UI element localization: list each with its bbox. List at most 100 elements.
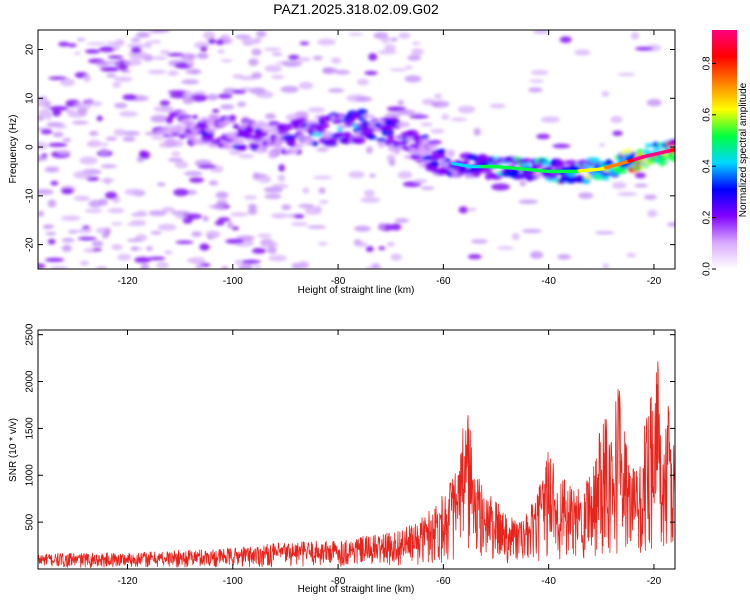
spectrogram-y-tick-label: -10 <box>25 188 36 203</box>
spectral-cell <box>84 208 103 213</box>
ridge-cell <box>389 117 398 124</box>
spectral-cell <box>626 252 637 258</box>
spectral-cell <box>356 78 370 86</box>
spectral-cell <box>578 192 594 199</box>
ridge-cell <box>316 127 326 134</box>
ridge-core-layer <box>450 147 675 174</box>
snr-x-axis-label: Height of straight line (km) <box>298 584 415 595</box>
spectral-cell <box>136 210 147 217</box>
spectral-cell <box>61 187 74 195</box>
ridge-cell <box>254 120 268 129</box>
spectral-cell <box>644 194 657 200</box>
spectral-cell <box>185 69 203 75</box>
spectral-cell <box>87 139 102 148</box>
spectral-cell <box>228 149 242 155</box>
spectral-cell <box>251 247 267 254</box>
spectral-cell <box>467 254 482 260</box>
spectral-cell <box>532 30 549 34</box>
ridge-cell <box>381 123 394 131</box>
spectral-cell <box>217 217 231 222</box>
spectral-cell <box>126 222 147 227</box>
ridge-cell <box>377 140 385 148</box>
ridge-cell <box>352 112 360 120</box>
spectral-cell <box>181 79 200 85</box>
colorbar-tick-label: 0.6 <box>702 107 713 121</box>
spectral-cell <box>612 130 623 136</box>
spectral-cell <box>470 239 488 244</box>
spectral-cell <box>91 101 103 107</box>
spectral-cell <box>647 209 658 218</box>
ridge-cell <box>311 140 319 147</box>
spectral-cell <box>630 32 640 40</box>
spectral-cell <box>489 103 506 109</box>
spectral-cell <box>62 137 72 143</box>
spectral-cell <box>38 115 45 121</box>
spectral-cell <box>360 197 381 203</box>
spectral-cell <box>307 225 327 229</box>
spectral-cell <box>38 108 51 117</box>
spectral-cell <box>77 236 97 241</box>
spectral-cell <box>73 51 81 55</box>
spectral-cell <box>458 206 468 214</box>
spectral-cell <box>491 183 510 191</box>
spectrogram-frame <box>37 29 676 270</box>
spectral-cell <box>277 174 286 182</box>
ridge-cell <box>428 140 442 145</box>
spectral-cell <box>206 93 219 101</box>
ridge-cell <box>181 119 196 127</box>
ridge-cell <box>601 175 610 181</box>
spectral-cell <box>121 69 131 73</box>
ridge-cell <box>652 141 660 148</box>
spectral-cell <box>234 34 251 40</box>
spectral-cell <box>49 266 69 269</box>
spectral-cell <box>135 33 151 38</box>
spectral-cell <box>363 189 375 197</box>
snr-x-tick-label: -120 <box>117 576 137 587</box>
colorbar-tick-label: 0.0 <box>702 262 713 276</box>
spectral-cell <box>150 115 169 123</box>
ridge-cell <box>605 159 613 166</box>
spectral-cell <box>316 147 329 152</box>
spectral-cell <box>85 98 94 105</box>
spectral-cell <box>171 151 181 157</box>
spectral-cell <box>152 56 168 61</box>
spectral-cell <box>73 170 93 179</box>
spectral-cell <box>100 164 117 169</box>
spectral-cell <box>99 148 109 156</box>
spectral-cell <box>174 215 188 219</box>
spectral-cell <box>58 41 70 47</box>
spectral-cell <box>263 186 283 193</box>
spectral-cell <box>397 109 416 116</box>
spectral-cell <box>50 180 59 186</box>
spectral-cell <box>98 46 116 53</box>
spectral-cell <box>110 222 123 226</box>
spectral-cell <box>134 256 151 264</box>
spectral-cell <box>634 172 646 179</box>
spectral-cell <box>420 122 433 127</box>
spectral-cell <box>411 48 424 56</box>
ridge-cell <box>658 158 667 167</box>
ridge-cell <box>545 173 559 179</box>
spectral-cell <box>280 85 299 93</box>
ridge-peak <box>672 147 675 152</box>
spectral-cell <box>126 238 143 242</box>
ridge-cell <box>393 140 407 147</box>
spectral-cell <box>45 231 57 236</box>
spectral-cell <box>147 30 165 33</box>
spectral-cell <box>161 206 176 213</box>
spectral-cell <box>150 40 162 44</box>
spectral-cell <box>118 111 138 117</box>
spectral-cell <box>220 58 233 63</box>
spectral-cell <box>67 230 79 234</box>
ridge-cell <box>636 149 644 155</box>
spectral-cell <box>278 164 285 172</box>
spectral-cell <box>557 254 571 260</box>
spectral-cell <box>229 212 249 217</box>
spectral-cell <box>60 215 81 221</box>
snr-panel: -120 -100 -80 -60 -40 -20 500 1000 1500 2000 2500… <box>8 323 676 595</box>
spectral-cell <box>307 107 326 113</box>
spectral-cell <box>106 41 125 46</box>
spectral-cell <box>365 245 374 252</box>
spectral-cell <box>243 195 258 200</box>
